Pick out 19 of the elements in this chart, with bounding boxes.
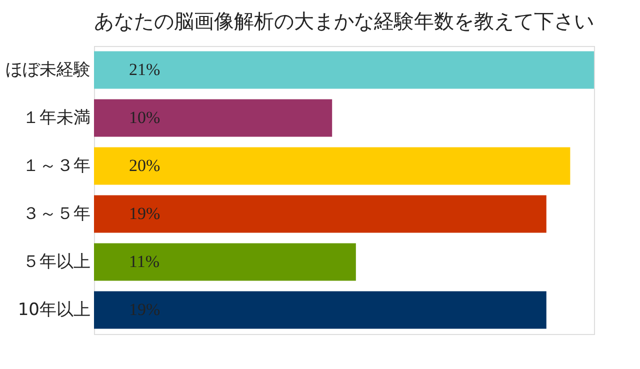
y-tick-label: １年未満 <box>22 108 90 128</box>
data-label: 19% <box>129 204 160 223</box>
chart-title: あなたの脳画像解析の大まかな経験年数を教えて下さい <box>94 9 594 33</box>
y-tick-label: ほぼ未経験 <box>6 60 90 80</box>
y-tick-label: 10年以上 <box>18 300 90 320</box>
data-label: 10% <box>129 108 160 127</box>
bar <box>94 243 356 281</box>
bar <box>94 99 332 137</box>
data-label: 19% <box>129 300 160 319</box>
y-tick-label: ３～５年 <box>22 204 90 224</box>
bar <box>94 195 546 233</box>
bar <box>94 147 570 185</box>
data-label: 20% <box>129 156 160 175</box>
bar <box>94 51 594 89</box>
data-label: 11% <box>129 252 160 271</box>
data-label: 21% <box>129 60 160 79</box>
y-tick-label: ５年以上 <box>22 252 90 272</box>
y-tick-label: １～３年 <box>22 156 90 176</box>
bar <box>94 291 546 329</box>
